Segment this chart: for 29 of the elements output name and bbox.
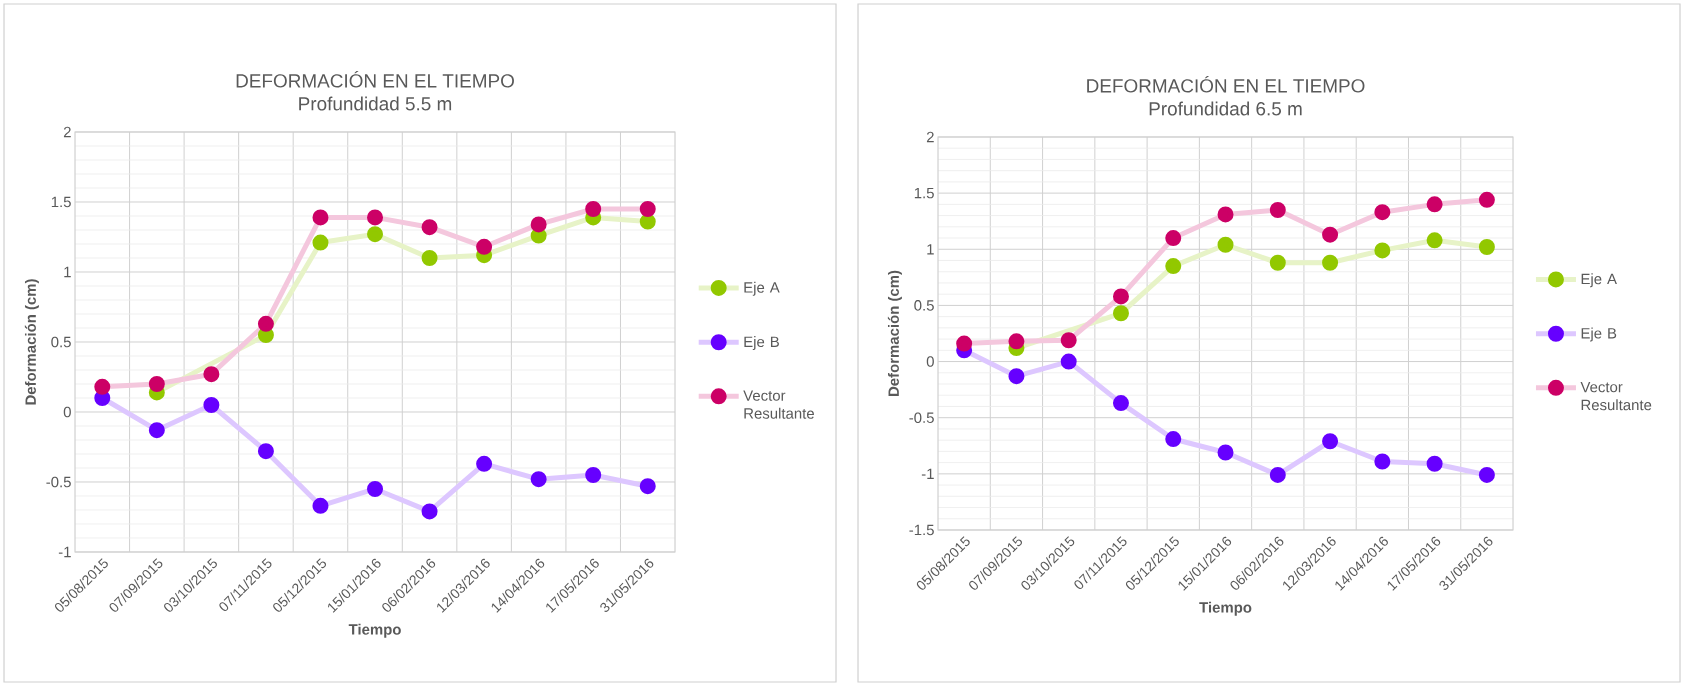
y-tick-label: -1 [921, 468, 934, 479]
y-axis-title: Deformación (cm) [24, 279, 39, 405]
y-tick-label: -1 [58, 546, 71, 558]
legend-label: Eje A [744, 281, 780, 296]
chart-subtitle: Profundidad 6.5 m [1149, 101, 1302, 116]
x-axis-title: Tiempo [348, 623, 401, 638]
y-tick-label: -0.5 [46, 476, 71, 488]
y-tick-label: -0.5 [909, 412, 934, 423]
y-tick-label: 1.5 [51, 196, 71, 208]
y-axis-title: Deformación (cm) [887, 270, 902, 397]
y-tick-label: 1 [64, 266, 71, 278]
y-tick-label: 0.5 [914, 300, 934, 311]
chart-subtitle: Profundidad 5.5 m [299, 96, 452, 111]
y-tick-label: 2 [926, 131, 934, 143]
y-tick-label: 1.5 [914, 187, 934, 199]
y-tick-label: 1 [927, 244, 934, 255]
y-tick-label: 0.5 [51, 336, 71, 348]
y-tick-label: 0 [63, 406, 71, 418]
y-tick-label: -1.5 [909, 524, 934, 536]
legend-label: Eje B [1581, 327, 1617, 342]
x-axis-title: Tiempo [1199, 601, 1252, 616]
chart-title: DEFORMACIÓN EN EL TIEMPO [236, 70, 514, 88]
legend-label: Eje B [744, 336, 779, 351]
y-tick-label: 0 [926, 356, 934, 367]
y-tick-label: 2 [63, 126, 71, 138]
chart-title: DEFORMACIÓN EN EL TIEMPO [1087, 75, 1365, 93]
legend-label: Vector Resultante [1580, 381, 1652, 411]
legend-label: Vector Resultante [743, 390, 814, 419]
legend-label: Eje A [1581, 273, 1617, 288]
